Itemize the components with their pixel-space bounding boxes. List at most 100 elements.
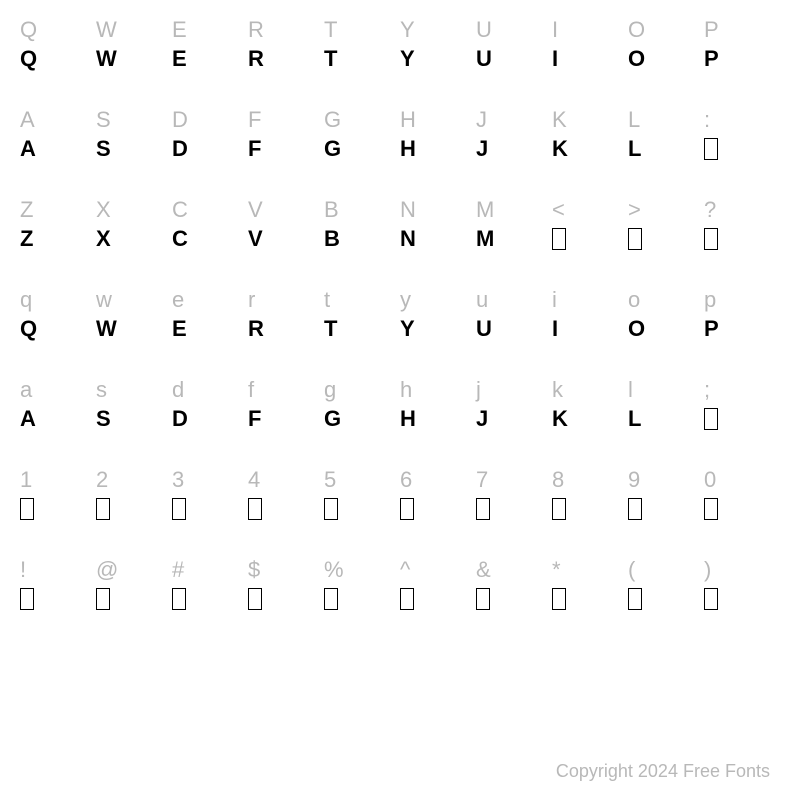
char-cell: oO bbox=[628, 280, 704, 370]
char-label: p bbox=[704, 286, 716, 314]
char-cell: GG bbox=[324, 100, 400, 190]
char-glyph bbox=[20, 584, 34, 614]
missing-glyph-box bbox=[552, 228, 566, 250]
missing-glyph-box bbox=[248, 588, 262, 610]
char-glyph: B bbox=[324, 224, 340, 254]
missing-glyph-box bbox=[20, 498, 34, 520]
char-glyph: N bbox=[400, 224, 416, 254]
char-glyph bbox=[628, 224, 642, 254]
char-cell: ) bbox=[704, 550, 780, 640]
char-cell: # bbox=[172, 550, 248, 640]
char-label: T bbox=[324, 16, 337, 44]
char-cell: 1 bbox=[20, 460, 96, 550]
char-glyph: X bbox=[96, 224, 111, 254]
char-cell: 3 bbox=[172, 460, 248, 550]
char-cell: 6 bbox=[400, 460, 476, 550]
char-cell: hH bbox=[400, 370, 476, 460]
missing-glyph-box bbox=[400, 498, 414, 520]
char-label: @ bbox=[96, 556, 118, 584]
char-glyph: R bbox=[248, 314, 264, 344]
char-label: F bbox=[248, 106, 261, 134]
char-glyph bbox=[704, 404, 718, 434]
char-label: M bbox=[476, 196, 494, 224]
char-glyph: T bbox=[324, 314, 337, 344]
char-label: s bbox=[96, 376, 107, 404]
char-cell: NN bbox=[400, 190, 476, 280]
char-label: 3 bbox=[172, 466, 184, 494]
char-glyph bbox=[172, 584, 186, 614]
char-glyph: L bbox=[628, 134, 641, 164]
char-glyph bbox=[704, 494, 718, 524]
char-cell: KK bbox=[552, 100, 628, 190]
char-glyph: I bbox=[552, 44, 558, 74]
char-glyph: V bbox=[248, 224, 263, 254]
char-cell: VV bbox=[248, 190, 324, 280]
char-label: J bbox=[476, 106, 487, 134]
char-label: $ bbox=[248, 556, 260, 584]
char-label: q bbox=[20, 286, 32, 314]
missing-glyph-box bbox=[324, 588, 338, 610]
char-label: 0 bbox=[704, 466, 716, 494]
missing-glyph-box bbox=[96, 588, 110, 610]
missing-glyph-box bbox=[172, 588, 186, 610]
char-label: K bbox=[552, 106, 567, 134]
char-cell: ZZ bbox=[20, 190, 96, 280]
missing-glyph-box bbox=[20, 588, 34, 610]
char-glyph: L bbox=[628, 404, 641, 434]
char-label: E bbox=[172, 16, 187, 44]
missing-glyph-box bbox=[628, 588, 642, 610]
char-cell: tT bbox=[324, 280, 400, 370]
missing-glyph-box bbox=[172, 498, 186, 520]
copyright-text: Copyright 2024 Free Fonts bbox=[556, 761, 770, 782]
char-glyph: T bbox=[324, 44, 337, 74]
char-cell: EE bbox=[172, 10, 248, 100]
missing-glyph-box bbox=[552, 588, 566, 610]
char-cell: RR bbox=[248, 10, 324, 100]
char-label: y bbox=[400, 286, 411, 314]
char-label: ) bbox=[704, 556, 711, 584]
char-label: % bbox=[324, 556, 344, 584]
char-cell: qQ bbox=[20, 280, 96, 370]
char-cell: $ bbox=[248, 550, 324, 640]
char-glyph: G bbox=[324, 134, 341, 164]
char-glyph: F bbox=[248, 134, 261, 164]
char-label: 8 bbox=[552, 466, 564, 494]
char-cell: QQ bbox=[20, 10, 96, 100]
char-cell: 7 bbox=[476, 460, 552, 550]
char-cell: JJ bbox=[476, 100, 552, 190]
char-label: > bbox=[628, 196, 641, 224]
char-glyph bbox=[476, 494, 490, 524]
missing-glyph-box bbox=[324, 498, 338, 520]
char-cell: DD bbox=[172, 100, 248, 190]
char-cell: HH bbox=[400, 100, 476, 190]
char-label: j bbox=[476, 376, 481, 404]
char-glyph: Y bbox=[400, 314, 415, 344]
char-cell: AA bbox=[20, 100, 96, 190]
char-cell: eE bbox=[172, 280, 248, 370]
char-label: L bbox=[628, 106, 640, 134]
char-cell: ( bbox=[628, 550, 704, 640]
char-cell: 9 bbox=[628, 460, 704, 550]
char-glyph: S bbox=[96, 134, 111, 164]
char-cell: YY bbox=[400, 10, 476, 100]
char-label: < bbox=[552, 196, 565, 224]
missing-glyph-box bbox=[552, 498, 566, 520]
char-glyph: P bbox=[704, 44, 719, 74]
char-cell: ; bbox=[704, 370, 780, 460]
char-label: R bbox=[248, 16, 264, 44]
char-glyph: H bbox=[400, 134, 416, 164]
char-cell: ^ bbox=[400, 550, 476, 640]
char-label: D bbox=[172, 106, 188, 134]
char-glyph bbox=[552, 584, 566, 614]
char-label: & bbox=[476, 556, 491, 584]
char-cell: CC bbox=[172, 190, 248, 280]
char-glyph: A bbox=[20, 134, 36, 164]
char-label: * bbox=[552, 556, 561, 584]
char-label: N bbox=[400, 196, 416, 224]
char-cell: OO bbox=[628, 10, 704, 100]
char-cell: < bbox=[552, 190, 628, 280]
char-label: ; bbox=[704, 376, 710, 404]
char-glyph: J bbox=[476, 404, 488, 434]
char-glyph bbox=[248, 494, 262, 524]
char-glyph: P bbox=[704, 314, 719, 344]
